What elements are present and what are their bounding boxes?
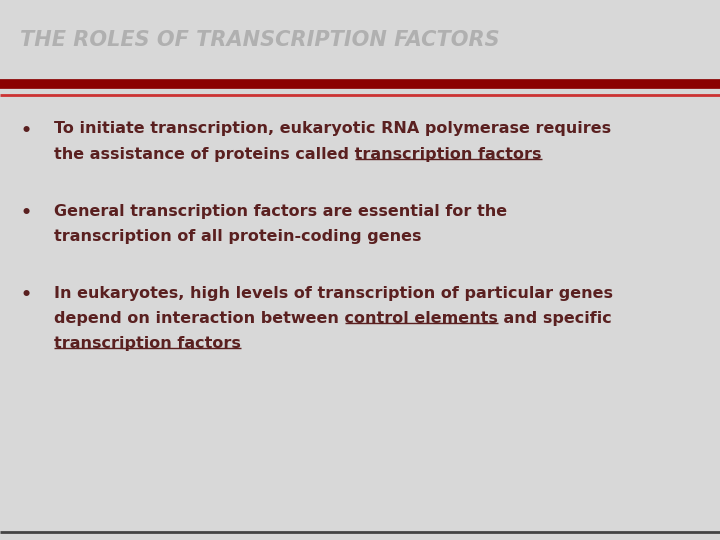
Text: •: •	[20, 122, 31, 139]
Text: depend on interaction between control elements and specific: depend on interaction between control el…	[54, 311, 612, 326]
Text: THE ROLES OF TRANSCRIPTION FACTORS: THE ROLES OF TRANSCRIPTION FACTORS	[20, 30, 500, 50]
Text: •: •	[20, 204, 31, 221]
Text: the assistance of proteins called transcription factors: the assistance of proteins called transc…	[54, 147, 541, 162]
Text: To initiate transcription, eukaryotic RNA polymerase requires: To initiate transcription, eukaryotic RN…	[54, 122, 611, 137]
Text: •: •	[20, 286, 31, 303]
Text: In eukaryotes, high levels of transcription of particular genes: In eukaryotes, high levels of transcript…	[54, 286, 613, 301]
Text: transcription factors: transcription factors	[54, 336, 241, 352]
Text: transcription of all protein-coding genes: transcription of all protein-coding gene…	[54, 229, 421, 244]
Text: General transcription factors are essential for the: General transcription factors are essent…	[54, 204, 507, 219]
